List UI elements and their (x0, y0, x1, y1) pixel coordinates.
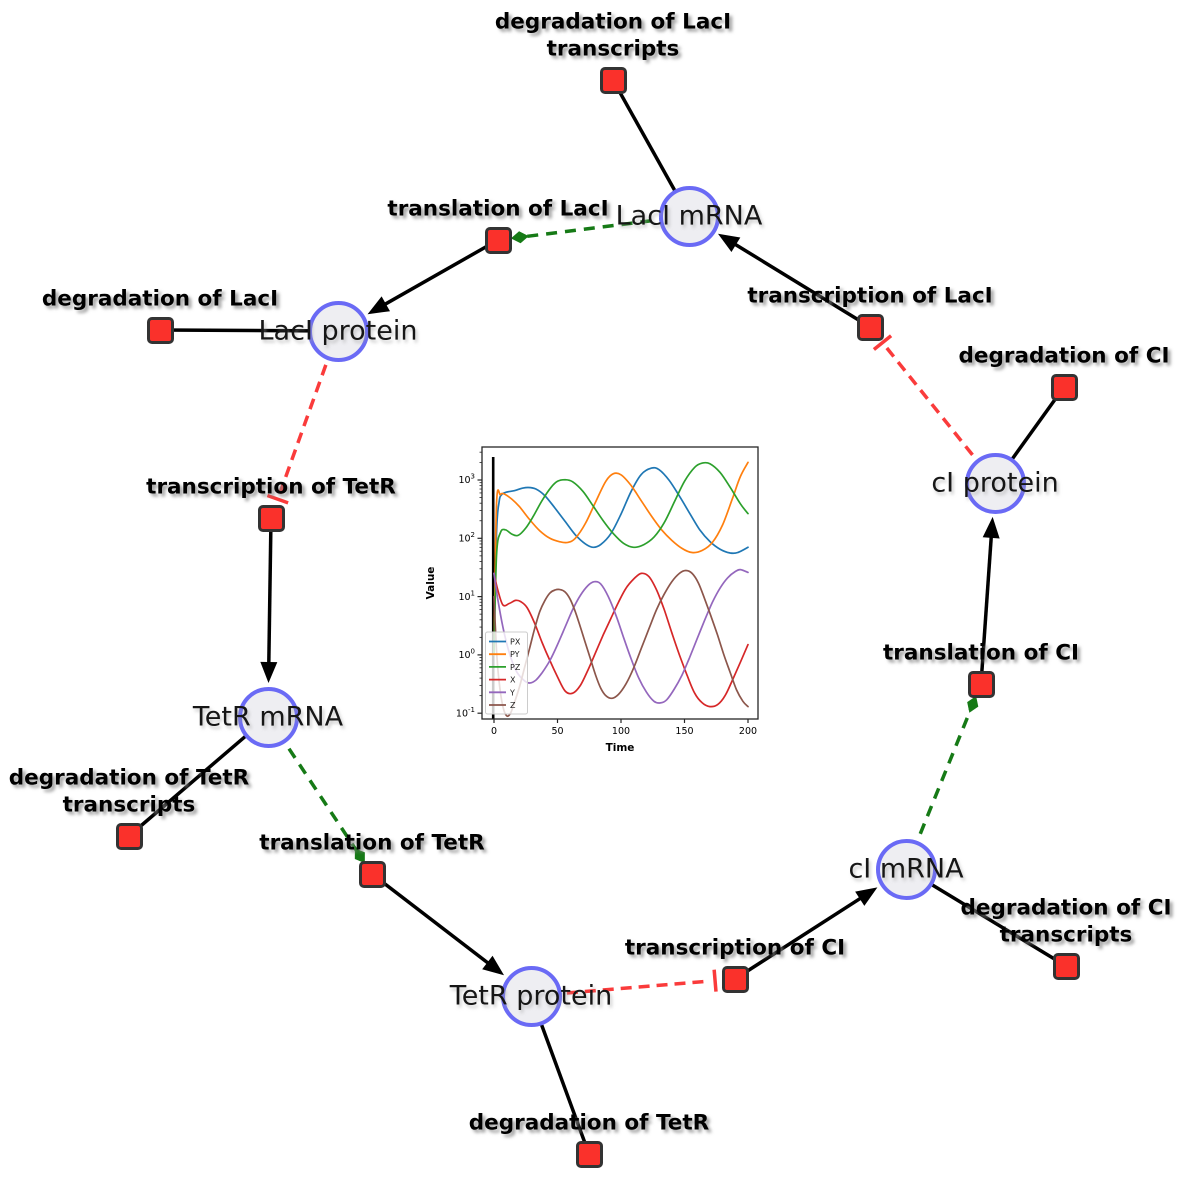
species-node-ci-mrna[interactable] (875, 838, 937, 900)
edge-translation-ci-to-ci-protein-arrowhead (982, 516, 1000, 539)
series-PZ-line (493, 461, 749, 656)
reaction-node-translation-laci[interactable] (484, 226, 512, 254)
x-axis-label: Time (606, 742, 635, 754)
x-tick-label-200: 200 (739, 726, 757, 737)
species-node-laci-mrna[interactable] (658, 185, 720, 247)
y-tick-label-10e-1: 10-1 (456, 706, 475, 720)
edge-tetr-protein-to-transcription-ci (530, 979, 710, 998)
legend-entry-PY: PY (510, 650, 520, 659)
species-node-tetr-mrna[interactable] (237, 686, 299, 748)
reaction-node-deg-laci-transcripts[interactable] (599, 66, 627, 94)
legend-entry-PX: PX (510, 638, 521, 647)
y-tick-label-10e1: 101 (458, 589, 475, 603)
edge-tetr-mrna-to-translation-tetr-diamond (354, 848, 365, 864)
axes-frame (481, 446, 759, 720)
edge-ci-protein-to-transcription-laci-tee (872, 334, 893, 351)
legend-entry-PZ: PZ (510, 663, 521, 672)
series-PY-line (493, 461, 749, 656)
edge-translation-tetr-to-tetr-protein-arrowhead (482, 955, 505, 976)
edge-ci-mrna-to-translation-ci-diamond (967, 696, 979, 713)
reaction-node-deg-laci[interactable] (146, 316, 174, 344)
edge-tetr-protein-to-transcription-ci-tee (712, 969, 718, 992)
legend-entry-Y: Y (509, 688, 515, 697)
reaction-node-translation-tetr[interactable] (358, 860, 386, 888)
legend-box (485, 631, 528, 715)
edge-transcription-ci-to-ci-mrna (734, 896, 863, 981)
x-tick-label-0: 0 (491, 726, 497, 737)
plot-panel (424, 435, 784, 759)
species-node-laci-protein[interactable] (307, 300, 369, 362)
reaction-node-transcription-laci[interactable] (856, 313, 884, 341)
species-node-tetr-protein[interactable] (500, 965, 562, 1027)
edge-translation-laci-to-laci-protein (383, 238, 499, 307)
reaction-node-transcription-ci[interactable] (721, 965, 749, 993)
x-tick-label-100: 100 (612, 726, 630, 737)
edge-transcription-laci-to-laci-mrna-arrowhead (717, 233, 741, 252)
x-tick-label-150: 150 (675, 726, 693, 737)
y-tick-label-10e3: 103 (458, 473, 475, 487)
edge-translation-tetr-to-tetr-protein (370, 872, 491, 966)
edge-transcription-tetr-to-tetr-mrna-arrowhead (260, 661, 278, 684)
edge-translation-laci-to-laci-protein-arrowhead (367, 296, 391, 315)
edge-laci-protein-to-transcription-tetr-tee (266, 493, 289, 505)
y-tick-label-10e2: 102 (458, 531, 475, 545)
reaction-node-deg-tetr[interactable] (575, 1140, 603, 1168)
reaction-node-deg-ci-transcripts[interactable] (1052, 952, 1080, 980)
reaction-node-deg-ci[interactable] (1050, 373, 1078, 401)
species-node-ci-protein[interactable] (964, 452, 1026, 514)
x-tick-label-50: 50 (551, 726, 563, 737)
y-axis-label: Value (425, 567, 437, 600)
edge-translation-ci-to-ci-protein (979, 535, 994, 685)
legend: PX PY PZ XYZ (485, 631, 528, 715)
legend-entry-Z: Z (510, 701, 516, 710)
legend-entry-X: X (510, 676, 516, 685)
reaction-node-deg-tetr-transcripts[interactable] (115, 822, 143, 850)
edge-laci-mrna-to-translation-laci-diamond (510, 231, 529, 244)
edge-transcription-laci-to-laci-mrna (733, 242, 871, 329)
series-PX-line (493, 466, 749, 656)
edge-transcription-tetr-to-tetr-mrna (267, 517, 273, 665)
reaction-node-translation-ci[interactable] (967, 670, 995, 698)
edge-transcription-ci-to-ci-mrna-arrowhead (855, 887, 878, 906)
y-tick-label-10e0: 100 (458, 648, 475, 662)
reaction-node-transcription-tetr[interactable] (257, 504, 285, 532)
